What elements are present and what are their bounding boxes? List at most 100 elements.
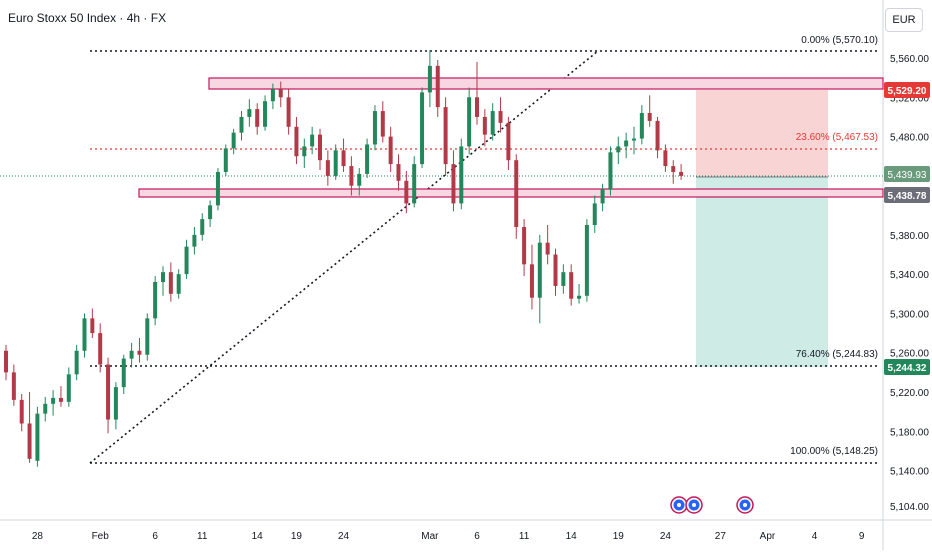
candle-body bbox=[592, 203, 597, 226]
candle-body bbox=[113, 387, 118, 420]
candle-body bbox=[624, 140, 629, 147]
candles bbox=[4, 50, 684, 467]
candle-body bbox=[608, 152, 613, 190]
resistance-band[interactable] bbox=[208, 77, 884, 90]
candle-body bbox=[372, 111, 377, 145]
economic-event-icon[interactable] bbox=[670, 496, 688, 514]
candle-body bbox=[90, 318, 95, 334]
economic-event-icon[interactable] bbox=[736, 496, 754, 514]
price-tick-label: 5,300.00 bbox=[890, 309, 929, 320]
candle-body bbox=[506, 122, 511, 161]
candle-body bbox=[263, 101, 268, 127]
candle-body bbox=[19, 399, 24, 424]
candle-body bbox=[231, 132, 236, 149]
level-price-text: 5,438.78 bbox=[888, 191, 927, 202]
candle-body bbox=[632, 138, 636, 141]
price-tick-label: 5,380.00 bbox=[890, 231, 929, 242]
candle-body bbox=[11, 372, 16, 400]
candle-body bbox=[467, 97, 472, 147]
candle-body bbox=[192, 234, 197, 247]
candle-body bbox=[427, 65, 432, 93]
candle-body bbox=[58, 397, 63, 402]
candle-body bbox=[639, 113, 644, 139]
economic-event-icon[interactable] bbox=[685, 496, 703, 514]
fib-236-label: 23.60% (5,467.53) bbox=[796, 132, 878, 143]
candle-body bbox=[137, 350, 142, 355]
candle-body bbox=[302, 146, 307, 157]
fib-764-label: 76.40% (5,244.83) bbox=[796, 349, 878, 360]
last-price-tag: 5,439.93 bbox=[884, 166, 930, 182]
target-price-text: 5,244.32 bbox=[888, 363, 927, 374]
candle-body bbox=[310, 134, 315, 147]
last-price-text: 5,439.93 bbox=[888, 170, 927, 181]
candle-body bbox=[215, 171, 220, 206]
time-tick-label: Apr bbox=[760, 531, 776, 542]
trend-line[interactable] bbox=[89, 50, 599, 464]
candle-body bbox=[270, 89, 275, 102]
candle-body bbox=[82, 318, 87, 351]
time-tick-label: 28 bbox=[32, 531, 44, 542]
candle-body bbox=[553, 254, 558, 286]
candle-body bbox=[545, 242, 550, 255]
candle-body bbox=[490, 111, 495, 135]
candle-body bbox=[318, 134, 322, 161]
candle-body bbox=[286, 97, 291, 127]
price-tick-label: 5,520.00 bbox=[890, 93, 929, 104]
time-axis[interactable]: 28 Feb 6 11 14 19 24 Mar 6 11 14 19 24 27 Apr 4 9 bbox=[32, 531, 865, 542]
time-tick-label: 9 bbox=[859, 531, 865, 542]
candle-body bbox=[349, 166, 354, 186]
target-price-tag: 5,244.32 bbox=[884, 359, 930, 375]
price-tick-label: 5,104.00 bbox=[890, 502, 929, 513]
candle-body bbox=[600, 189, 605, 204]
time-tick-label: Mar bbox=[421, 531, 439, 542]
candle-body bbox=[569, 272, 574, 299]
candle-body bbox=[278, 89, 283, 98]
candle-body bbox=[51, 397, 56, 404]
support-band[interactable] bbox=[138, 188, 884, 198]
stop-loss-zone[interactable] bbox=[696, 90, 828, 177]
candle-body bbox=[498, 111, 503, 123]
time-tick-label: 27 bbox=[715, 531, 727, 542]
candle-body bbox=[584, 225, 589, 296]
candle-body bbox=[459, 146, 464, 204]
fib-100-label: 100.00% (5,148.25) bbox=[790, 446, 878, 457]
candle-body bbox=[129, 350, 134, 359]
time-tick-label: 24 bbox=[338, 531, 350, 542]
price-tick-label: 5,480.00 bbox=[890, 133, 929, 144]
candle-body bbox=[255, 109, 260, 127]
candle-body bbox=[121, 358, 126, 388]
candle-body bbox=[663, 150, 668, 167]
time-tick-label: 24 bbox=[660, 531, 672, 542]
candle-body bbox=[404, 180, 409, 204]
price-tick-label: 5,180.00 bbox=[890, 427, 929, 438]
currency-button[interactable]: EUR bbox=[885, 8, 923, 32]
candle-body bbox=[529, 264, 534, 298]
level-price-tag: 5,438.78 bbox=[884, 187, 930, 203]
stop-price-text: 5,529.20 bbox=[888, 86, 927, 97]
candle-body bbox=[239, 116, 244, 133]
candle-body bbox=[475, 97, 479, 117]
time-tick-label: 11 bbox=[197, 531, 208, 542]
candle-body bbox=[4, 350, 8, 373]
take-profit-zone[interactable] bbox=[696, 177, 828, 367]
candle-body bbox=[168, 272, 173, 294]
candle-body bbox=[294, 126, 299, 157]
price-axis[interactable]: 5,560.005,520.005,480.005,420.005,380.00… bbox=[890, 54, 929, 513]
price-tick-label: 5,220.00 bbox=[890, 388, 929, 399]
candle-body bbox=[325, 160, 330, 176]
time-tick-label: 14 bbox=[566, 531, 578, 542]
candle-body bbox=[27, 423, 32, 459]
time-tick-label: 6 bbox=[152, 531, 158, 542]
time-tick-label: 19 bbox=[291, 531, 303, 542]
candle-body bbox=[647, 113, 652, 121]
candle-body bbox=[388, 136, 393, 165]
candle-body bbox=[145, 318, 150, 355]
candle-body bbox=[223, 148, 228, 172]
candle-body bbox=[35, 413, 40, 461]
candle-body bbox=[176, 274, 181, 294]
candle-body bbox=[106, 364, 111, 420]
candle-body bbox=[451, 164, 456, 204]
candle-body bbox=[537, 242, 542, 298]
